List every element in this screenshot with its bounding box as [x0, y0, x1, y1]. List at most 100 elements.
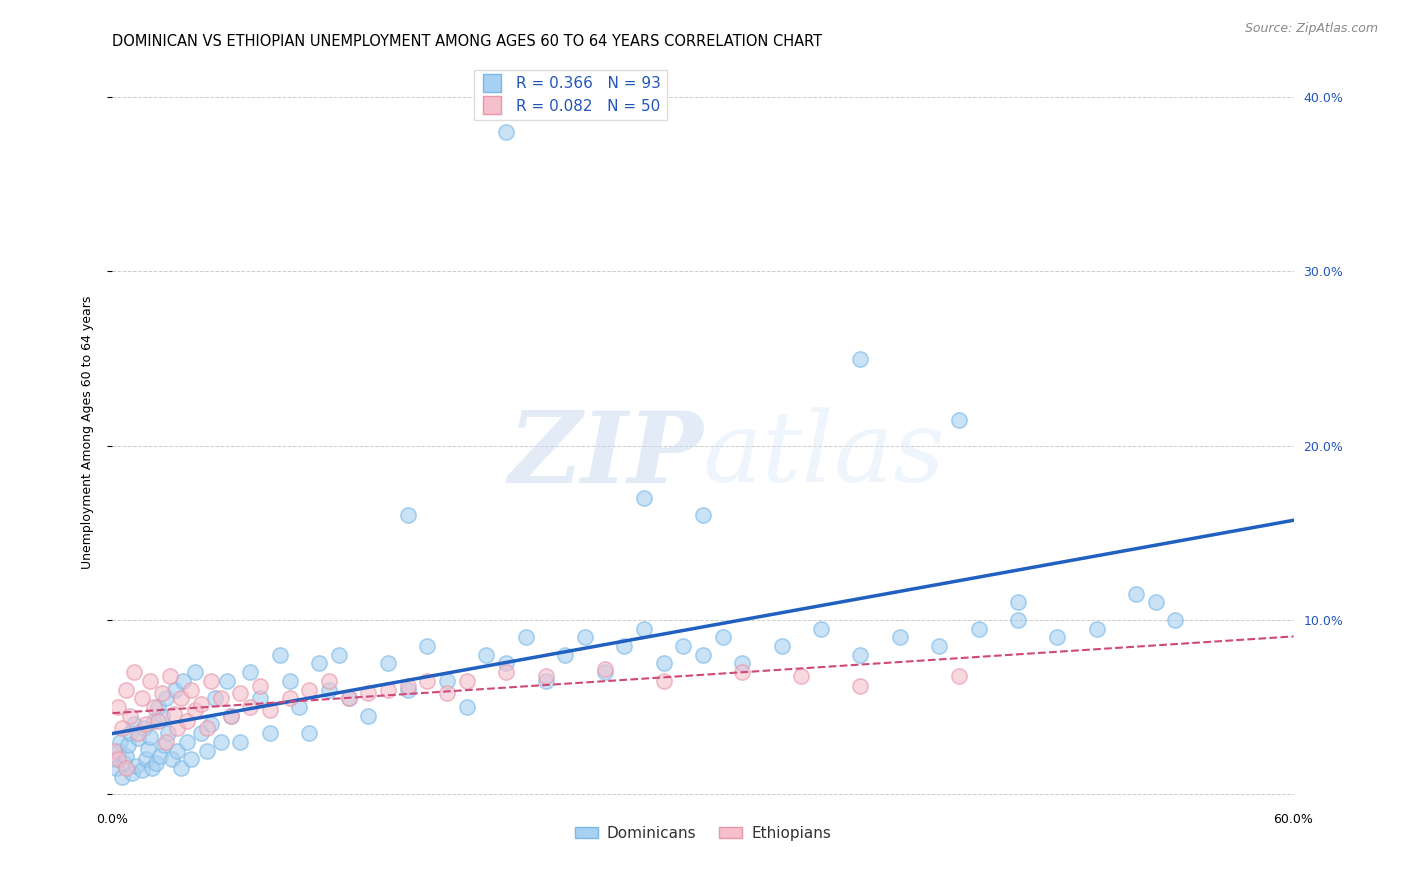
Point [150, 708, 173, 723]
Point [229, 735, 252, 749]
Point [249, 679, 271, 693]
Point [288, 700, 311, 714]
Point [416, 639, 439, 653]
Point [692, 508, 714, 523]
Point [136, 741, 159, 756]
Point [122, 717, 145, 731]
Point [121, 766, 143, 780]
Point [170, 761, 193, 775]
Point [849, 648, 872, 662]
Point [396, 508, 419, 523]
Point [269, 648, 291, 662]
Point [574, 630, 596, 644]
Point [176, 735, 198, 749]
Point [711, 630, 734, 644]
Point [135, 717, 157, 731]
Point [298, 726, 321, 740]
Point [150, 686, 173, 700]
Point [135, 752, 157, 766]
Point [633, 622, 655, 636]
Point [125, 759, 148, 773]
Point [112, 756, 135, 770]
Point [122, 665, 145, 680]
Point [155, 691, 177, 706]
Point [176, 714, 198, 728]
Point [1007, 613, 1029, 627]
Text: ZIP: ZIP [508, 407, 703, 503]
Point [239, 665, 262, 680]
Point [219, 708, 242, 723]
Point [155, 735, 177, 749]
Point [209, 691, 232, 706]
Point [456, 700, 478, 714]
Point [278, 673, 301, 688]
Point [318, 682, 340, 697]
Point [495, 657, 517, 671]
Point [166, 721, 188, 735]
Point [127, 731, 149, 746]
Point [889, 630, 911, 644]
Point [111, 721, 134, 735]
Point [111, 770, 134, 784]
Point [180, 682, 202, 697]
Point [131, 691, 153, 706]
Point [145, 756, 167, 770]
Point [1125, 587, 1147, 601]
Point [534, 673, 557, 688]
Point [1007, 595, 1029, 609]
Text: atlas: atlas [703, 407, 946, 502]
Point [165, 682, 187, 697]
Point [849, 351, 872, 366]
Point [215, 673, 238, 688]
Point [195, 743, 218, 757]
Point [534, 668, 557, 682]
Point [219, 708, 242, 723]
Point [652, 657, 675, 671]
Text: Source: ZipAtlas.com: Source: ZipAtlas.com [1244, 22, 1378, 36]
Point [377, 657, 399, 671]
Point [770, 639, 793, 653]
Point [357, 686, 380, 700]
Point [692, 648, 714, 662]
Point [1046, 630, 1069, 644]
Point [249, 691, 271, 706]
Point [593, 662, 616, 676]
Point [190, 697, 212, 711]
Point [170, 691, 193, 706]
Point [278, 691, 301, 706]
Point [308, 657, 330, 671]
Point [131, 763, 153, 777]
Point [239, 700, 262, 714]
Point [298, 682, 321, 697]
Point [1144, 595, 1167, 609]
Point [184, 703, 207, 717]
Point [107, 700, 129, 714]
Point [159, 668, 181, 682]
Point [377, 682, 399, 697]
Point [139, 673, 162, 688]
Point [166, 743, 188, 757]
Point [160, 752, 183, 766]
Point [115, 748, 138, 763]
Point [141, 761, 163, 775]
Point [948, 412, 970, 426]
Point [259, 726, 281, 740]
Point [190, 726, 212, 740]
Point [209, 735, 232, 749]
Y-axis label: Unemployment Among Ages 60 to 64 years: Unemployment Among Ages 60 to 64 years [82, 296, 94, 569]
Point [110, 735, 132, 749]
Point [115, 682, 138, 697]
Point [337, 691, 360, 706]
Point [1085, 622, 1108, 636]
Point [495, 125, 517, 139]
Point [495, 665, 517, 680]
Point [172, 673, 194, 688]
Point [156, 726, 179, 740]
Point [127, 726, 149, 740]
Point [554, 648, 576, 662]
Point [162, 706, 184, 721]
Point [731, 657, 754, 671]
Point [396, 682, 419, 697]
Legend: Dominicans, Ethiopians: Dominicans, Ethiopians [568, 820, 838, 847]
Point [613, 639, 636, 653]
